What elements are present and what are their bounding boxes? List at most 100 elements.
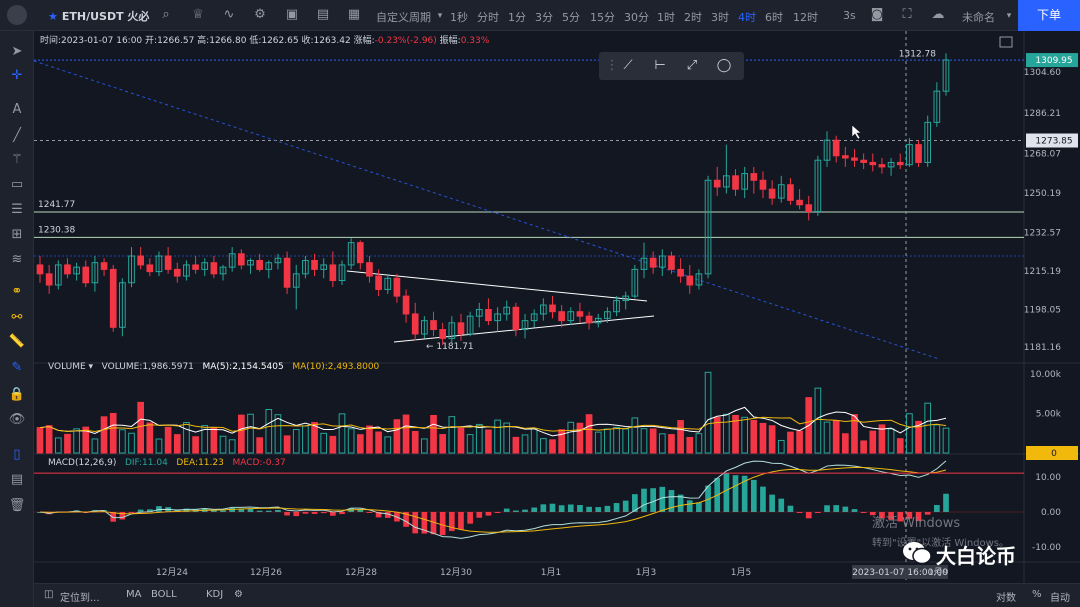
macd-bar [302,512,309,514]
circle-tool-icon[interactable]: ◯ [716,58,732,73]
refresh-interval[interactable]: 3s [843,9,856,22]
price-chart[interactable]: 1304.60 1286.21 1268.07 1250.19 1232.57 1215.… [34,31,1080,583]
camera-icon[interactable]: ◙ [870,7,884,22]
volume-bar [292,429,300,454]
fullscreen-icon[interactable]: ⛶ [902,7,912,22]
cloud-icon[interactable]: ☁ [931,7,945,22]
custom-period-dropdown[interactable]: 自定义周期 [376,11,431,24]
timeframe-12[interactable]: 12时 [793,11,818,24]
indicator-kdj[interactable]: KDJ [206,589,224,600]
cursor-arrow-icon[interactable]: ➤ [11,44,23,59]
rectangle-icon[interactable]: ▭ [10,177,24,192]
ruler-icon[interactable]: 📏 [8,334,26,349]
indicator-icon[interactable]: ♕ [192,7,204,22]
timeframe-4[interactable]: 5分 [562,11,580,24]
macd-bar [869,512,876,516]
compare-icon[interactable]: ▦ [347,7,361,22]
crosshair-icon[interactable]: ✛ [11,68,23,83]
price-tick-0: 1304.60 [1024,68,1061,78]
candle-body [704,179,712,275]
magnet-icon[interactable]: ⚭ [11,284,23,299]
macd-bar [128,512,135,513]
macd-bar [824,505,830,512]
grid-tool-icon[interactable]: ⊞ [11,227,23,242]
candle-body [201,262,209,270]
symbol-selector[interactable]: ★ ETH/USDT 火必 [48,8,149,24]
trend-line-icon[interactable]: ╱ [13,128,21,143]
timeframe-7[interactable]: 1时 [657,11,675,24]
candle-body [658,255,666,268]
volume-bar [237,414,245,454]
timeframe-6[interactable]: 30分 [624,11,649,24]
horizontal-ray-icon[interactable]: ⊢ [654,58,666,73]
locate-button[interactable]: 定位到... [60,593,100,604]
timeframe-10[interactable]: 4时 [738,11,756,24]
timeframe-9[interactable]: 3时 [711,11,729,24]
fib-tool-icon[interactable]: ⚚ [11,152,23,167]
layout-chevron-icon[interactable]: ▾ [1006,11,1012,21]
object-list-icon[interactable]: ▤ [10,472,24,487]
macd-bar [796,512,803,513]
macd-tick-2: -10.00 [1032,543,1061,553]
chevron-down-icon[interactable]: ▾ [437,11,443,21]
timeframe-11[interactable]: 6时 [765,11,783,24]
percent-scale-button[interactable]: % [1032,589,1042,600]
timeframe-0[interactable]: 1秒 [450,11,468,24]
macd-bar [430,512,437,535]
macd-bar [741,475,748,512]
candle-body [164,255,172,270]
calendar-icon[interactable]: ◫ [44,589,54,600]
macd-bar [650,488,656,512]
drag-handle-icon[interactable]: ⋮ [605,58,619,73]
wave-tool-icon[interactable]: ≋ [11,252,23,267]
log-scale-button[interactable]: 对数 [996,593,1016,604]
chain-icon[interactable]: ⚯ [11,310,23,325]
timeframe-5[interactable]: 15分 [590,11,615,24]
indicator-boll[interactable]: BOLL [151,589,177,600]
candle-body [695,273,703,286]
timeframe-2[interactable]: 1分 [508,11,526,24]
indicator-ma[interactable]: MA [126,589,142,600]
volume-bar [896,438,904,454]
candle-body [860,159,867,163]
volume-bar [164,426,172,454]
timeframe-3[interactable]: 3分 [535,11,553,24]
parallel-channel-icon[interactable]: ☰ [11,202,23,217]
volume-tick-1: 5.00k [1036,409,1062,419]
indicator-settings-icon[interactable]: ⚙ [234,589,243,600]
macd-bar [220,510,226,512]
timeframe-8[interactable]: 2时 [684,11,702,24]
candle-body [448,322,456,339]
volume-bar [759,422,767,454]
high-label: 高: [197,36,210,46]
object-tree-icon[interactable]: ▯ [13,447,21,462]
close-label: 收: [301,36,314,46]
ray-tool-icon[interactable]: ⟋ [623,58,633,73]
chart-type-icon[interactable]: ∿ [223,7,235,22]
eye-icon[interactable]: 👁 [8,412,26,427]
app-logo-icon[interactable] [7,5,27,25]
trash-icon[interactable]: 🗑 [8,498,26,513]
volume-bar [274,414,282,454]
auto-scale-button[interactable]: 自动 [1050,593,1070,604]
timeframe-1[interactable]: 分时 [477,11,499,24]
volume-ma5: MA(5):2,154.5405 [202,362,284,372]
macd-bar [229,507,236,512]
order-button[interactable]: 下单 [1018,0,1080,31]
settings-gear-icon[interactable]: ⚙ [254,7,266,22]
candle-body [741,173,749,190]
volume-bar [668,434,675,454]
layout-icon[interactable]: ▤ [316,7,330,22]
time-cursor-value: 2023-01-07 16:00:00 [852,568,948,578]
layout-name[interactable]: 未命名 [962,11,995,24]
favorite-star-icon[interactable]: ★ [48,10,58,23]
search-icon[interactable]: ⌕ [162,7,170,22]
line-segment-icon[interactable]: ⤢ [686,58,698,73]
lock-icon[interactable]: 🔒 [8,387,26,402]
macd-bar [174,509,181,512]
text-tool-icon[interactable]: A [12,102,22,117]
candle-body [73,266,80,275]
pen-icon[interactable]: ✎ [11,360,23,375]
volume-tick-0: 10.00k [1030,370,1062,380]
template-icon[interactable]: ▣ [285,7,299,22]
